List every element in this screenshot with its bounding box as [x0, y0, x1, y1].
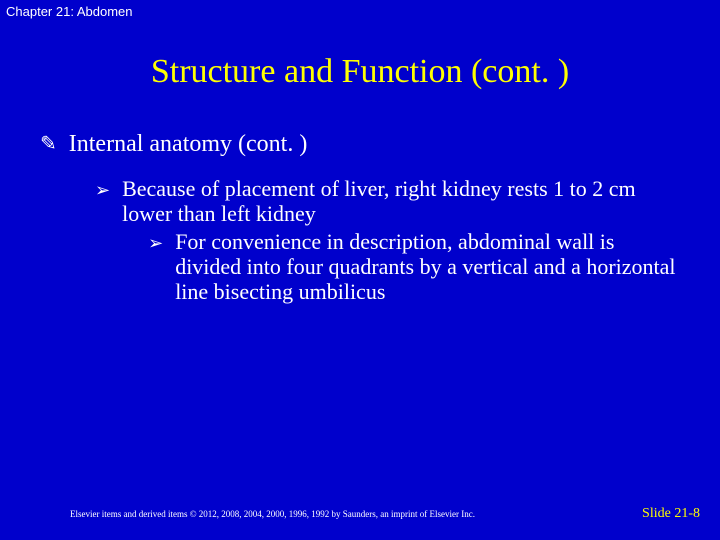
copyright-text: Elsevier items and derived items © 2012,… [70, 509, 475, 519]
arrow-bullet-icon: ➢ [95, 180, 110, 201]
section-heading-text: Internal anatomy (cont. ) [69, 131, 308, 158]
section-bullet-icon: ✎ [40, 131, 57, 156]
arrow-bullet-icon: ➢ [148, 233, 163, 254]
bullet-item-1: ➢ Because of placement of liver, right k… [95, 176, 680, 304]
section-heading: ✎ Internal anatomy (cont. ) [40, 131, 680, 158]
bullet-text-wrapper: Because of placement of liver, right kid… [122, 176, 680, 304]
bullet-item-2: ➢ For convenience in description, abdomi… [148, 229, 680, 305]
content-area: ✎ Internal anatomy (cont. ) ➢ Because of… [0, 131, 720, 304]
slide-number: Slide 21-8 [642, 506, 700, 522]
bullet-2-text: For convenience in description, abdomina… [175, 229, 680, 305]
sub-sub-content: ➢ For convenience in description, abdomi… [122, 229, 680, 305]
slide-title: Structure and Function (cont. ) [0, 53, 720, 91]
bullet-1-text: Because of placement of liver, right kid… [122, 176, 636, 226]
sub-content: ➢ Because of placement of liver, right k… [40, 176, 680, 304]
footer: Elsevier items and derived items © 2012,… [0, 506, 720, 522]
chapter-header: Chapter 21: Abdomen [0, 0, 720, 23]
